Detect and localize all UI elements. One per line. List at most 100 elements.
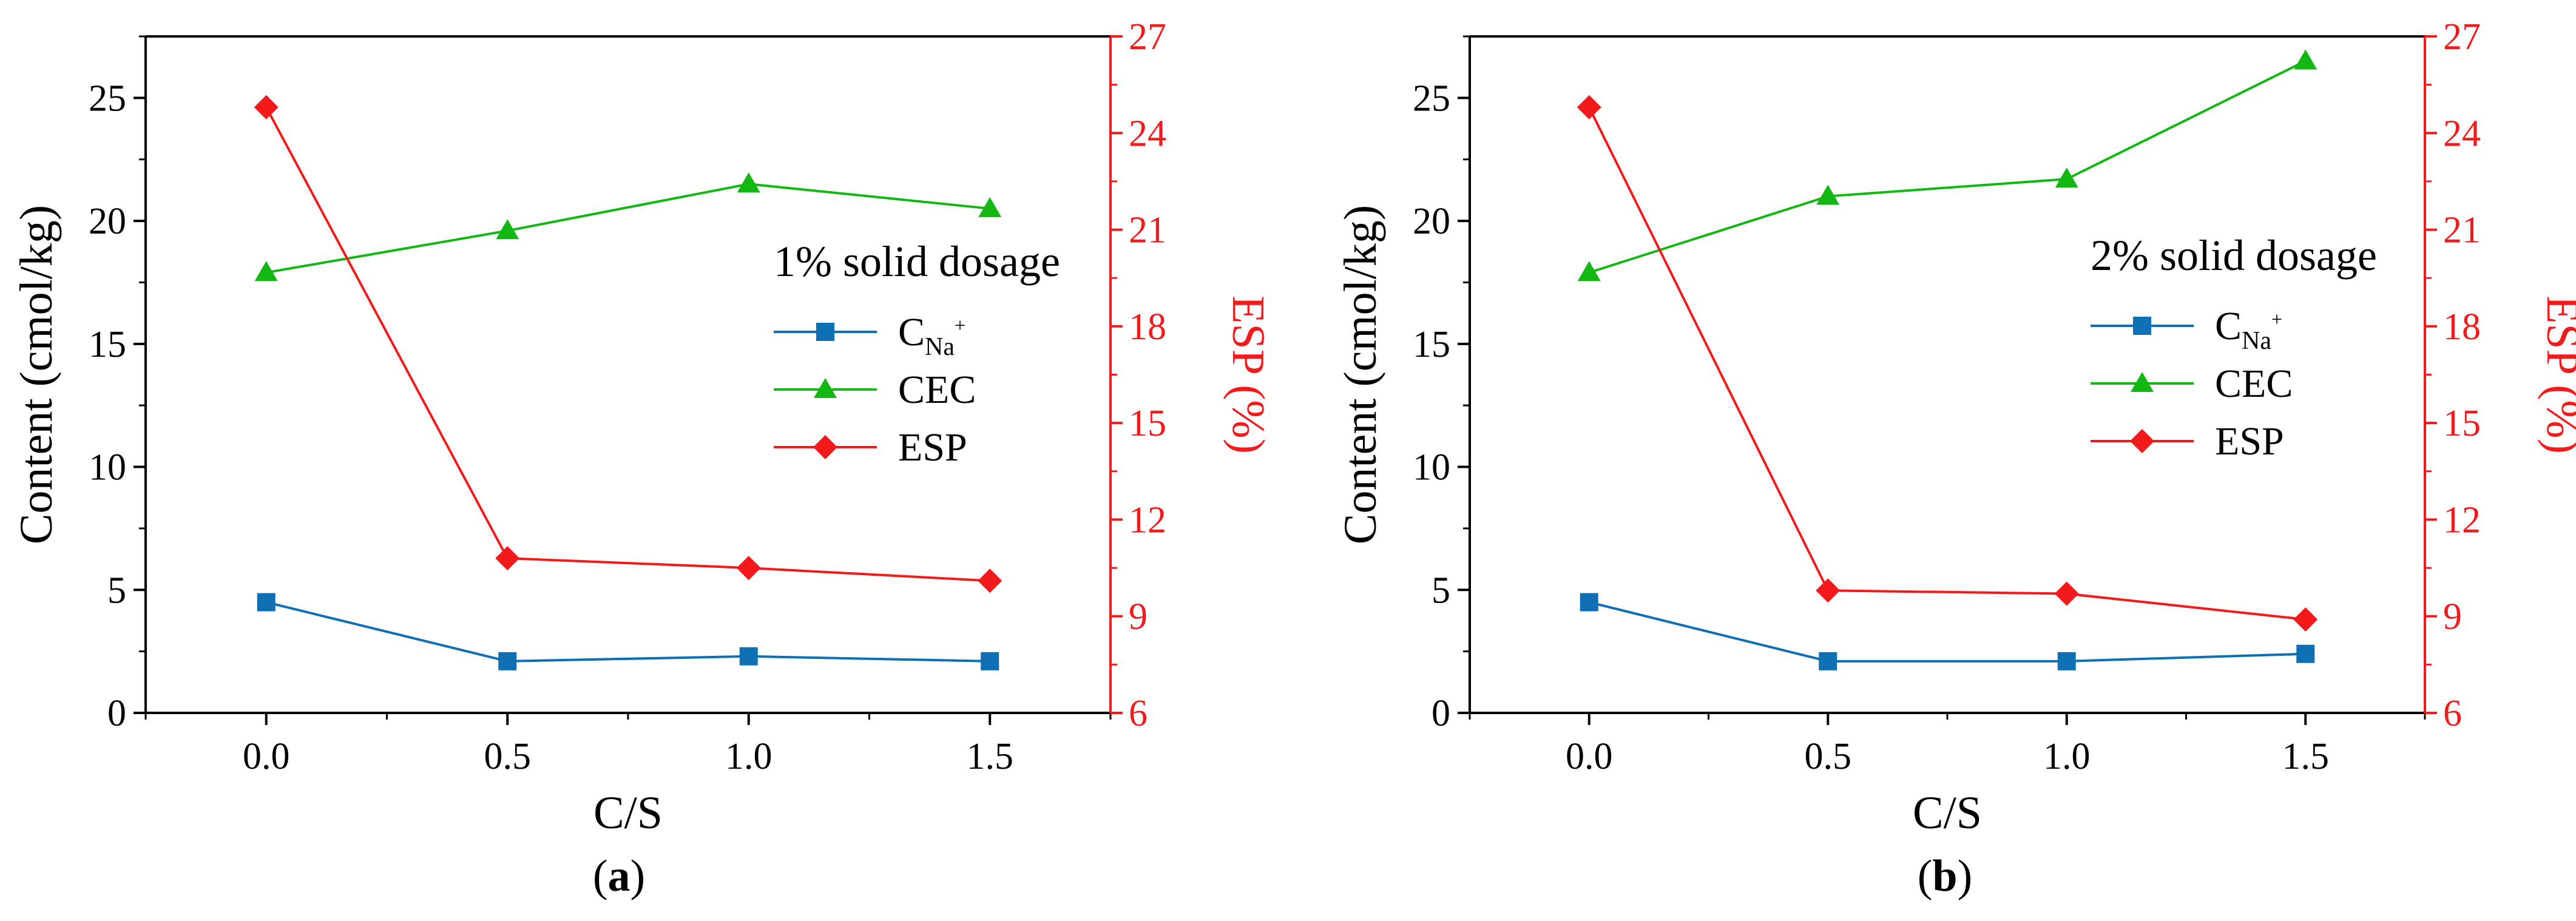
series-line-esp xyxy=(265,106,990,582)
data-point-esp xyxy=(978,568,1002,593)
data-point-cna xyxy=(2296,644,2315,663)
legend-label-main: C xyxy=(898,310,925,354)
legend-label-cec: CEC xyxy=(898,368,976,412)
y-tick-label: 10 xyxy=(1413,447,1450,488)
data-point-cec xyxy=(254,261,278,282)
y2-tick-label: 9 xyxy=(1129,596,1148,638)
legend-marker-cec xyxy=(814,378,837,398)
y2-tick-label: 27 xyxy=(1129,16,1166,58)
x-axis-title: C/S xyxy=(593,788,663,838)
y2-tick-label: 12 xyxy=(1129,499,1166,541)
y-tick-label: 10 xyxy=(89,447,126,488)
legend-label-main: C xyxy=(2215,304,2242,348)
legend-label-superscript: + xyxy=(955,314,965,336)
y-tick-label: 20 xyxy=(89,201,126,242)
data-point-esp xyxy=(736,556,761,581)
y-tick-label: 5 xyxy=(1432,570,1450,611)
series-line-esp xyxy=(1587,106,2306,621)
x-tick-label: 1.5 xyxy=(967,736,1014,777)
legend-label-esp: ESP xyxy=(898,425,967,470)
panel-caption-open: ( xyxy=(1918,851,1933,901)
legend-label-main: CEC xyxy=(898,368,976,412)
y-tick-label: 25 xyxy=(1413,78,1450,119)
data-point-cec xyxy=(496,219,519,240)
x-tick-label: 0.5 xyxy=(1805,736,1852,777)
data-point-cec xyxy=(978,197,1002,217)
y2-tick-label: 15 xyxy=(2443,403,2481,444)
series-line-cna xyxy=(266,601,990,663)
x-tick-label: 0.0 xyxy=(1566,736,1613,777)
x-tick-label: 1.0 xyxy=(725,736,772,777)
y2-tick-label: 21 xyxy=(2443,210,2481,251)
data-point-cna xyxy=(1580,593,1598,612)
legend-title: 2% solid dosage xyxy=(2091,231,2377,280)
y-axis-title: Content (cmol/kg) xyxy=(1335,205,1386,544)
series-line-cec xyxy=(266,183,990,274)
data-point-cec xyxy=(2294,49,2317,70)
y2-tick-label: 6 xyxy=(1129,693,1148,734)
data-point-cna xyxy=(2057,652,2076,670)
data-point-cec xyxy=(1816,184,1840,205)
legend-label-cna: CNa+ xyxy=(2215,304,2282,355)
y2-tick-label: 18 xyxy=(1129,306,1166,348)
legend-title: 1% solid dosage xyxy=(774,237,1060,286)
legend-label-subscript: Na xyxy=(925,333,955,361)
series-line-cna xyxy=(1589,601,2306,663)
legend-label-cna: CNa+ xyxy=(898,310,965,361)
legend: 2% solid dosage CNa+ CEC ESP xyxy=(2091,231,2377,464)
legend-marker-esp xyxy=(813,435,837,459)
y2-tick-label: 15 xyxy=(1129,403,1166,444)
legend-marker-cna xyxy=(816,323,834,341)
panel-caption-open: ( xyxy=(593,851,608,901)
data-point-cec xyxy=(1577,261,1601,282)
data-point-cna xyxy=(981,652,999,670)
y2-tick-label: 6 xyxy=(2443,693,2462,734)
data-point-esp xyxy=(1816,578,1841,603)
legend-label-esp: ESP xyxy=(2215,419,2284,464)
panel-caption-close: ) xyxy=(1958,851,1973,901)
panel-caption-letter: b xyxy=(1932,851,1957,901)
chart-panel-b: 0.0 0.5 1.0 1.5 0 5 10 15 20 25 6 9 12 15 18 21 24 27 C/S C… xyxy=(1335,16,2576,901)
y-tick-label: 5 xyxy=(107,570,126,611)
y2-tick-label: 21 xyxy=(1129,210,1166,251)
data-point-esp xyxy=(254,95,279,120)
legend: 1% solid dosage CNa+ CEC ESP xyxy=(774,237,1060,470)
data-point-cna xyxy=(1819,652,1837,670)
y-tick-label: 25 xyxy=(89,78,126,119)
legend-label-main: ESP xyxy=(898,425,967,470)
data-point-cec xyxy=(2055,167,2078,188)
y-tick-label: 20 xyxy=(1413,201,1450,242)
data-point-esp xyxy=(1577,95,1601,120)
chart-panel-a: 0.0 0.5 1.0 1.5 0 5 10 15 20 25 6 9 12 15 18 21 24 27 C/S C… xyxy=(11,16,1274,901)
y2-tick-label: 24 xyxy=(2443,113,2481,154)
data-point-esp xyxy=(2293,607,2318,632)
data-point-esp xyxy=(495,546,520,571)
legend-label-superscript: + xyxy=(2271,308,2282,330)
y2-tick-label: 9 xyxy=(2443,596,2462,638)
data-point-cna xyxy=(739,647,758,666)
y2-tick-label: 24 xyxy=(1129,113,1166,154)
y-tick-label: 15 xyxy=(1413,324,1450,365)
x-tick-label: 1.5 xyxy=(2282,736,2330,777)
panel-caption: (b) xyxy=(1918,851,1972,901)
panel-caption: (a) xyxy=(593,851,645,901)
y2-tick-label: 18 xyxy=(2443,306,2481,348)
series-line-cec xyxy=(1589,59,2307,274)
x-tick-label: 1.0 xyxy=(2043,736,2091,777)
legend-label-main: ESP xyxy=(2215,419,2284,464)
panel-caption-close: ) xyxy=(630,851,646,901)
panel-caption-letter: a xyxy=(608,851,630,901)
legend-label-cec: CEC xyxy=(2215,362,2293,406)
y-tick-label: 0 xyxy=(107,693,126,734)
y2-axis-title: ESP (%) xyxy=(1223,295,1274,454)
y2-tick-label: 27 xyxy=(2443,16,2481,58)
legend-label-subscript: Na xyxy=(2242,327,2271,355)
data-point-cna xyxy=(498,652,517,670)
y-axis-title: Content (cmol/kg) xyxy=(11,205,62,544)
x-tick-label: 0.5 xyxy=(484,736,532,777)
data-point-esp xyxy=(2054,581,2079,606)
y2-axis-title: ESP (%) xyxy=(2537,295,2576,454)
x-axis-title: C/S xyxy=(1913,788,1982,838)
data-point-cna xyxy=(257,593,276,612)
